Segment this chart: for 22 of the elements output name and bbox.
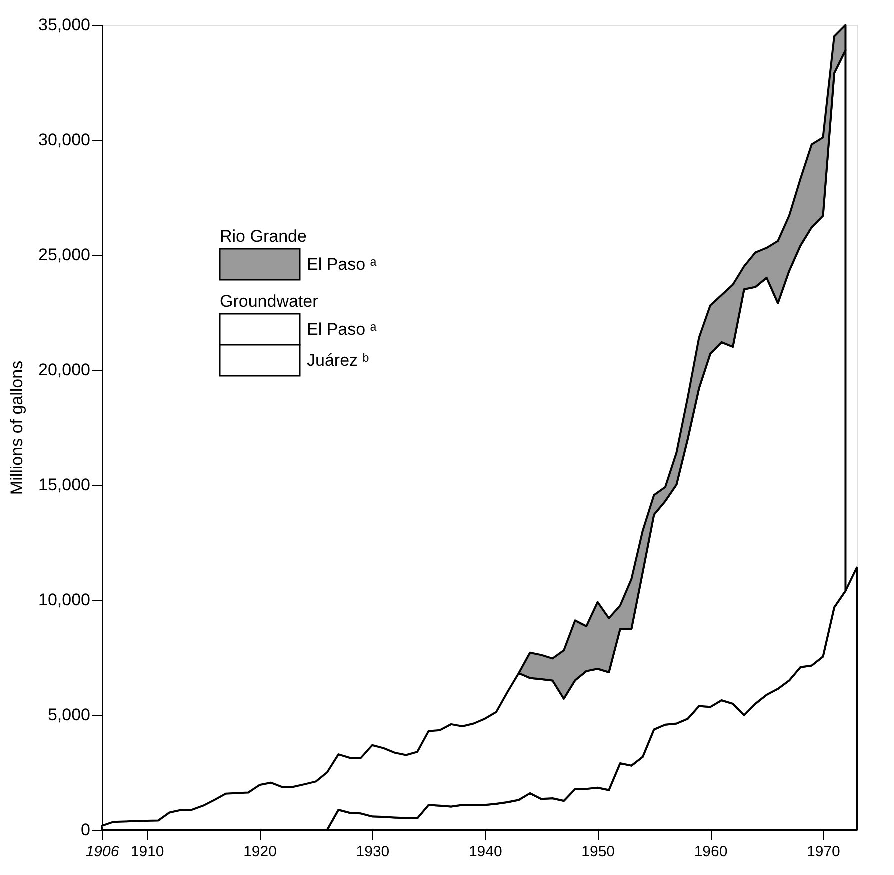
x-tick-label: 1950: [582, 844, 616, 860]
x-tick-label: 1970: [807, 844, 840, 860]
y-tick-label: 0: [81, 820, 90, 840]
annotation: Groundwater: [220, 292, 319, 311]
annotation: Rio Grande: [220, 227, 307, 246]
x-tick-label: 1920: [244, 844, 277, 860]
x-tick-label: 1930: [356, 844, 390, 860]
y-tick-label: 25,000: [38, 246, 90, 264]
x-tick-label: 1910: [130, 844, 164, 860]
x-tick-label: 1906: [86, 844, 120, 860]
legend-label: El Paso ᵃ: [307, 320, 378, 339]
y-tick-label: 30,000: [38, 130, 90, 150]
y-tick-label: 15,000: [38, 476, 90, 494]
y-axis-title: Millions of gallons: [8, 360, 27, 496]
x-tick-label: 1960: [694, 844, 728, 860]
y-tick-label: 20,000: [38, 360, 90, 380]
legend-label: Juárez ᵇ: [307, 351, 370, 370]
y-tick-label: 35,000: [38, 16, 90, 34]
y-tick-label: 5,000: [48, 706, 90, 724]
y-tick-label: 10,000: [38, 590, 90, 610]
legend-label: El Paso ᵃ: [307, 255, 378, 274]
x-tick-label: 1940: [468, 844, 502, 860]
